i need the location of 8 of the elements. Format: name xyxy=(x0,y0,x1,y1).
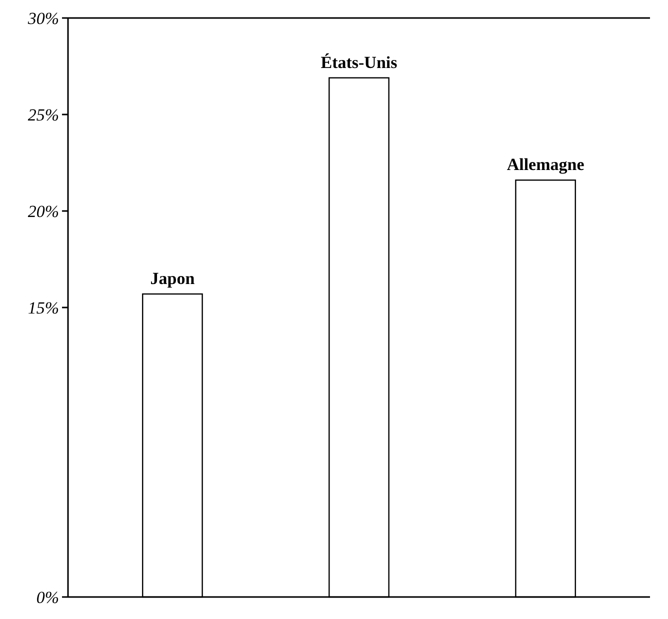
y-tick-label: 25% xyxy=(28,105,59,124)
x-tick-label: Allemagne xyxy=(506,155,585,174)
y-tick-label: 30% xyxy=(26,8,59,28)
y-tick-label: 20% xyxy=(28,202,59,221)
x-tick-label: Japon xyxy=(150,268,196,288)
y-tick-label: 15% xyxy=(28,298,59,318)
y-tick-label: 0% xyxy=(36,588,59,607)
x-tick-label: États-Unis xyxy=(320,52,398,72)
